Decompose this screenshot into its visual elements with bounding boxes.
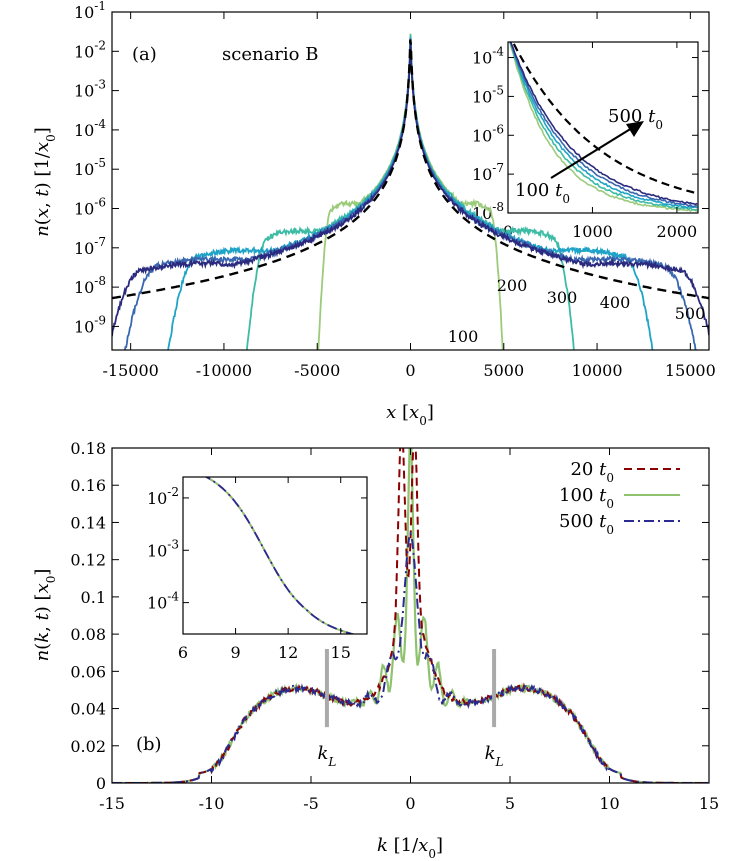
inset-b-x-tick-label: 12 [278, 643, 298, 662]
x-tick-label: -10 [199, 794, 225, 813]
inset-a-y-tick-label: 10-5 [472, 83, 504, 106]
series-400 [124, 38, 697, 350]
inset-series-100 [509, 42, 698, 213]
time-label-500: 500 [675, 304, 706, 323]
y-tick-label: 0.16 [70, 476, 106, 495]
y-tick-label: 10-7 [74, 235, 106, 258]
panel-b-frame [111, 447, 710, 784]
panel-b-xlabel: k [1/x0] [377, 835, 443, 861]
inset-b-y-tick-label: 10-4 [147, 590, 179, 613]
panel-a-ticks: -15000 -10000 -5000 0 5000 10000 15000 10-9 10-8… [74, 0, 716, 380]
inset-b-series [204, 477, 356, 634]
inset-b-y-tick-label: 10-2 [147, 485, 179, 508]
panel-b-ylabel: n(k, t) [x0] [32, 569, 58, 662]
y-tick-label: 10-8 [74, 274, 106, 297]
time-label-100: 100 [448, 327, 479, 346]
inset-b-x-tick-label: 9 [230, 643, 240, 662]
inset-series-200 [509, 42, 698, 211]
x-tick-label: 15000 [665, 361, 716, 380]
inset-b-x-tick-label: 15 [331, 643, 351, 662]
panel-b-label: (b) [136, 734, 162, 755]
kl-label: kL [317, 743, 336, 769]
y-tick-label: 0 [96, 774, 106, 793]
y-tick-label: 10-2 [74, 38, 106, 61]
inset-theory-curve [511, 42, 698, 195]
series-500-t0 [112, 531, 708, 783]
x-tick-label: 10 [599, 794, 619, 813]
inset-a-x-tick-label: 1000 [572, 222, 613, 241]
panel-a-ylabel: n(x, t) [1/x0] [32, 127, 58, 237]
y-tick-label: 10-9 [74, 313, 106, 336]
x-tick-label: -5 [303, 794, 319, 813]
legend-label: 100 t0 [559, 485, 614, 511]
y-tick-label: 10-5 [74, 156, 106, 179]
x-tick-label: -15 [99, 794, 125, 813]
legend-label: 500 t0 [559, 511, 614, 537]
time-arrow [550, 127, 633, 179]
y-tick-label: 0.04 [70, 700, 106, 719]
x-tick-label: 15 [699, 794, 719, 813]
theory-curve [112, 39, 709, 300]
series-300 [167, 37, 654, 350]
x-tick-label: 0 [405, 794, 415, 813]
inset-b-background [183, 477, 367, 634]
inset-b-x-tick-label: 6 [178, 643, 188, 662]
x-tick-label: -5000 [294, 361, 340, 380]
y-tick-label: 10-4 [74, 117, 106, 140]
panel-a-frame [111, 11, 710, 351]
kl-label: kL [485, 743, 504, 769]
panel-b-inset: 6 9 12 15 10-4 10-3 10-2 [147, 476, 368, 662]
inset-a-y-tick-label: 10-6 [472, 122, 504, 145]
inset-series-300 [509, 42, 698, 209]
inset-b-y-tick-label: 10-3 [147, 537, 179, 560]
time-labels: 100 200 300 400 500 [448, 276, 706, 346]
panel-a-xlabel: x [x0] [386, 402, 434, 428]
inset-b-frame [182, 476, 368, 635]
y-tick-label: 0.08 [70, 625, 106, 644]
y-tick-label: 10-3 [74, 78, 106, 101]
panel-b-series [112, 448, 708, 783]
inset-a-y-tick-label: 10-7 [472, 161, 504, 184]
y-tick-label: 10-6 [74, 196, 106, 219]
time-arrow-head [626, 121, 644, 137]
arrow-to-label: 500 t0 [608, 106, 663, 132]
time-label-200: 200 [497, 276, 528, 295]
y-tick-label: 0.06 [70, 662, 106, 681]
inset-series-500 [509, 42, 698, 206]
kl-markers: kL kL [317, 649, 504, 769]
time-label-300: 300 [547, 288, 578, 307]
x-tick-label: -10000 [196, 361, 252, 380]
series-100 [317, 33, 504, 350]
panel-a-label: (a) [132, 44, 157, 65]
x-tick-label: 5 [505, 794, 515, 813]
legend-label: 20 t0 [570, 459, 614, 485]
y-tick-label: 0.18 [70, 439, 106, 458]
x-tick-label: 10000 [572, 361, 623, 380]
y-tick-label: 0.1 [81, 588, 106, 607]
time-label-400: 400 [600, 293, 631, 312]
panel-a: 0 1000 2000 10-8 10-7 10-6 10-5 10-4 100 t0 500 t… [32, 0, 716, 428]
inset-a-x-tick-label: 2000 [657, 222, 698, 241]
panel-b-ticks: -15 -10 -5 0 5 10 15 0 0.02 0.04 0.06 0.08 0.1 0.12 0.… [70, 439, 719, 813]
series-200 [245, 34, 575, 350]
arrow-from-label: 100 t0 [515, 180, 570, 206]
y-tick-label: 0.02 [70, 737, 106, 756]
panel-a-series [112, 33, 709, 350]
y-tick-label: 0.14 [70, 513, 106, 532]
x-tick-label: -15000 [103, 361, 159, 380]
scenario-annotation: scenario B [222, 44, 318, 65]
inset-a-y-tick-label: 10-4 [472, 45, 504, 68]
y-tick-label: 0.12 [70, 551, 106, 570]
x-tick-label: 5000 [483, 361, 524, 380]
panel-b: -15 -10 -5 0 5 10 15 0 0.02 0.04 0.06 0.08 0.1 0.12 0.… [32, 439, 719, 861]
x-tick-label: 0 [405, 361, 415, 380]
inset-a-frame [507, 41, 699, 214]
y-tick-label: 10-1 [74, 0, 106, 22]
inset-series-400 [509, 42, 698, 208]
